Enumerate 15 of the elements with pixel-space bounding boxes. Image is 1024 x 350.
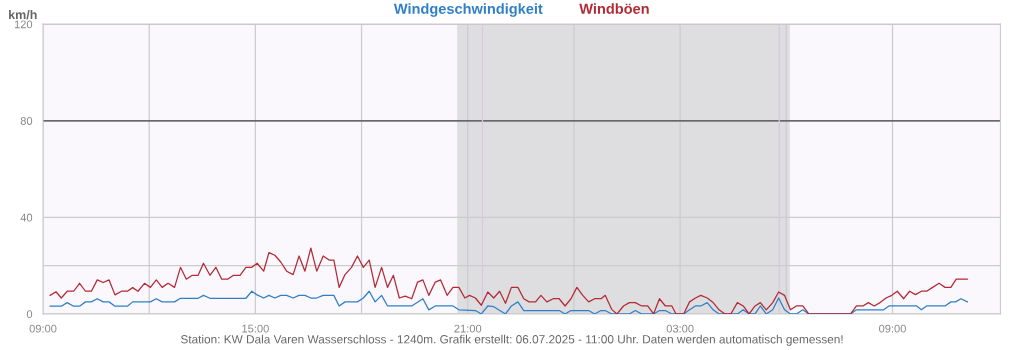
y-tick-label: 80 <box>20 117 33 125</box>
x-tick-label: 03:00 <box>666 324 694 333</box>
x-tick-label: 09:00 <box>29 324 57 333</box>
text: Windgeschwindigkeit <box>393 3 543 17</box>
line-series <box>49 247 969 314</box>
y-tick-label: 0 <box>26 310 33 319</box>
text: Station: KW Dala Varen Wasserschloss - 1240m. Grafik erstellt: 06.07.2025 - 11:00 Uhr. Daten werden automatisch gemessen! <box>180 334 843 346</box>
x-tick-label: 21:00 <box>454 324 482 333</box>
y-axis-title: km/h <box>9 9 37 20</box>
x-tick-label: 09:00 <box>879 324 906 333</box>
y-tick-label: 120 <box>14 20 33 29</box>
text: Windböen <box>579 3 649 14</box>
x-tick-label: 15:00 <box>242 324 269 333</box>
line-series <box>49 290 969 314</box>
y-tick-label: 40 <box>20 213 33 222</box>
